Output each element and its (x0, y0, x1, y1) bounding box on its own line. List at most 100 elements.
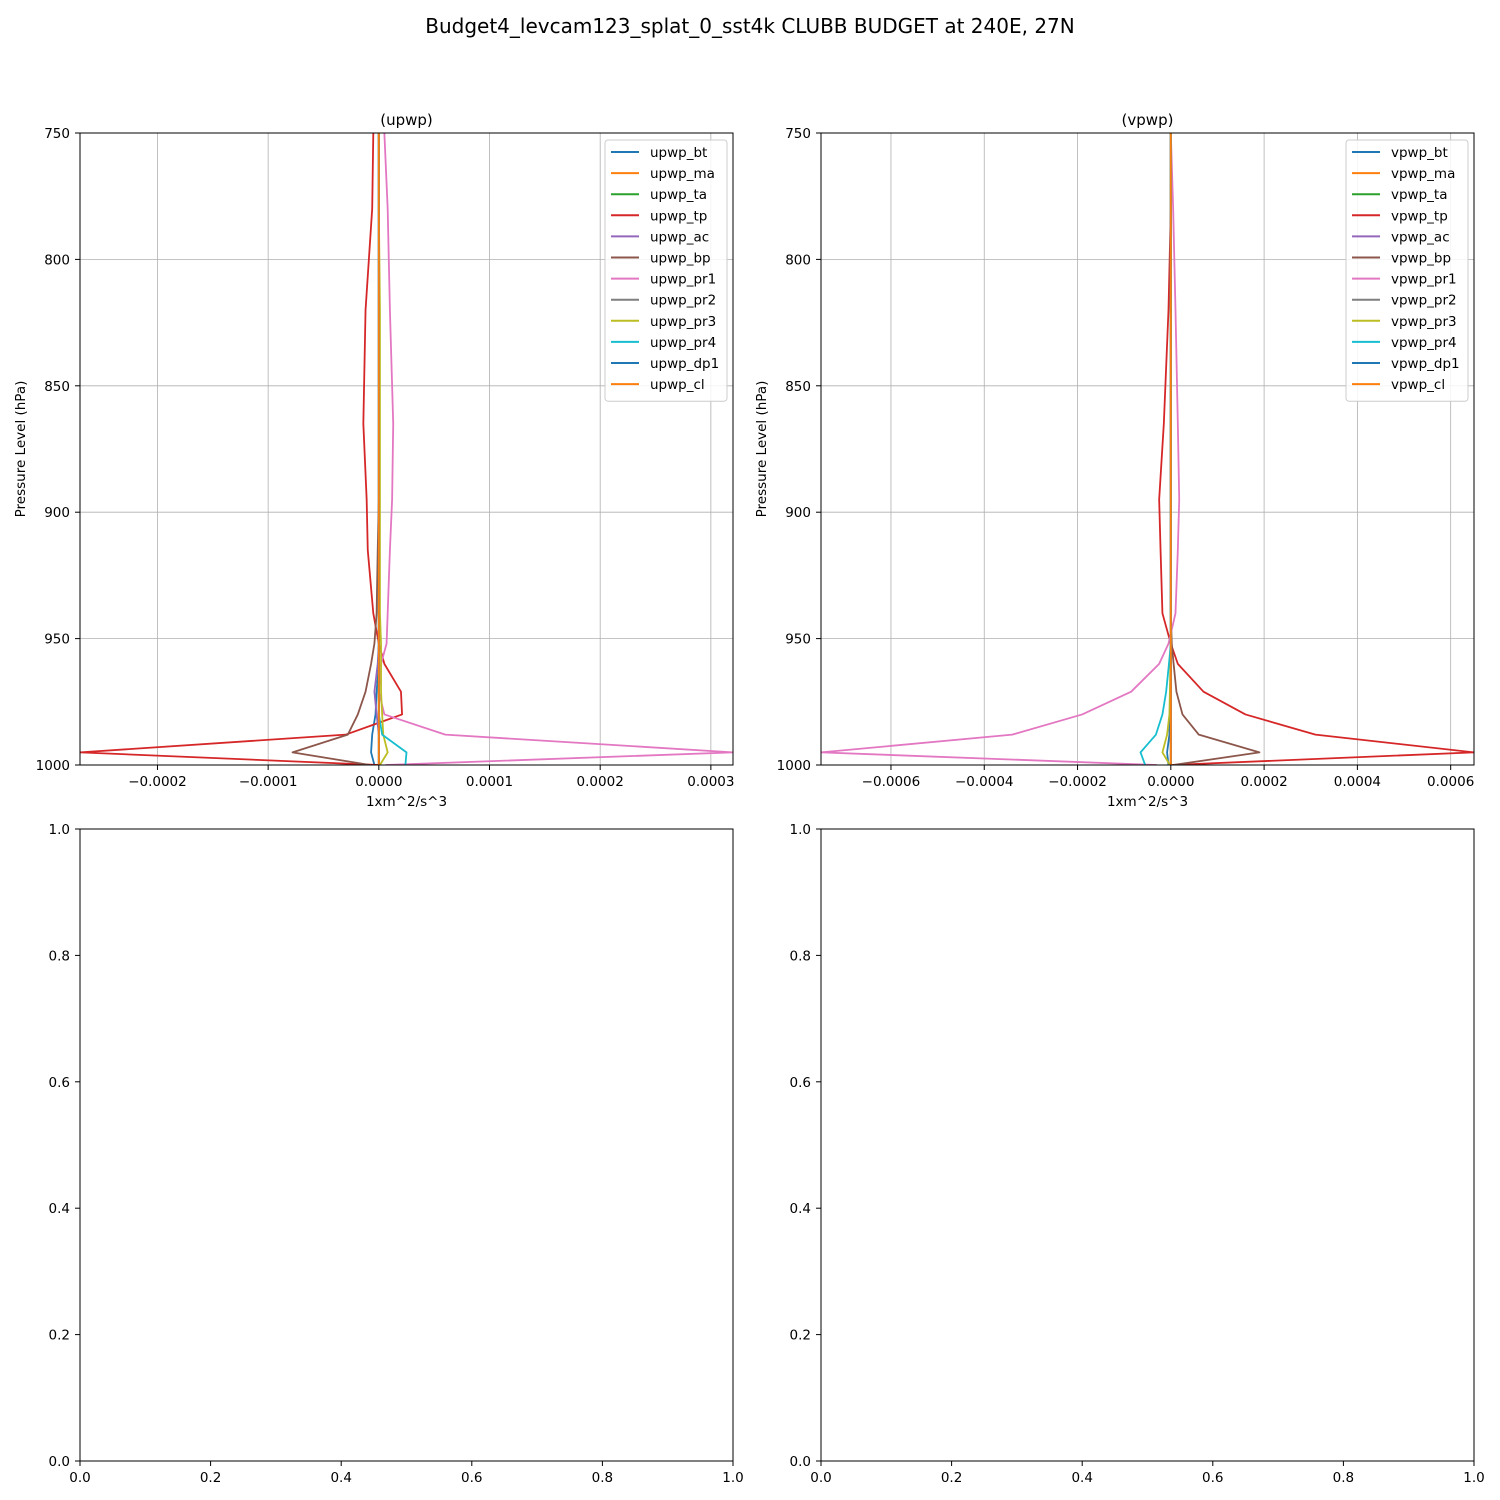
series-group (821, 133, 1474, 765)
series-line-vpwp_pr4 (1139, 133, 1172, 765)
y-tick-label: 950 (785, 632, 811, 648)
legend-label: upwp_ac (650, 229, 709, 245)
panel-3: 0.0 0.2 0.4 0.6 0.8 1.0 0.0 0.2 0.4 0.6 0.8 1.0 (49, 822, 744, 1486)
y-tick-label: 0.4 (790, 1201, 811, 1217)
y-tick-label: 850 (785, 379, 811, 395)
y-tick-label: 0.0 (49, 1454, 70, 1470)
x-tick-label: 1.0 (1463, 1470, 1484, 1486)
panel-2: −0.0006 −0.0004 −0.0002 0.0000 0.0002 0.0004 0… (754, 111, 1475, 810)
y-tick-label: 800 (44, 252, 70, 268)
y-tick-label: 0.0 (790, 1454, 811, 1470)
y-tick-label: 900 (785, 505, 811, 521)
x-tick-label: 0.2 (941, 1470, 962, 1486)
x-tick-label: 0.8 (1333, 1470, 1354, 1486)
legend-label: upwp_ta (650, 187, 707, 203)
y-tick-label: 950 (44, 632, 70, 648)
series-line-vpwp_tp (1158, 133, 1474, 765)
axes-frame (79, 132, 734, 766)
legend-label: vpwp_tp (1391, 208, 1448, 224)
legend-label: upwp_pr2 (650, 293, 716, 309)
x-tick-label: 0.0001 (466, 774, 513, 790)
panel-title: (vpwp) (1122, 111, 1174, 129)
y-tick-label: 750 (785, 126, 811, 142)
y-tick-label: 0.2 (790, 1328, 811, 1344)
legend-label: vpwp_bt (1391, 145, 1448, 161)
series-line-upwp_tp (80, 133, 403, 765)
panel-1: −0.0002 −0.0001 0.0000 0.0001 0.0002 0.0003 75… (13, 111, 734, 810)
y-tick-label: 0.8 (49, 948, 70, 964)
x-tick-label: 1.0 (722, 1470, 743, 1486)
y-tick-label: 1000 (777, 758, 811, 774)
legend-label: upwp_pr1 (650, 272, 716, 288)
x-axis-label: 1xm^2/s^3 (366, 794, 447, 810)
legend-label: vpwp_pr1 (1391, 272, 1457, 288)
series-group (80, 133, 733, 765)
x-tick-label: 0.8 (592, 1470, 613, 1486)
legend-box (604, 139, 728, 402)
legend-label: vpwp_cl (1391, 377, 1445, 393)
x-tick-label: 0.2 (200, 1470, 221, 1486)
x-tick-label: 0.0003 (687, 774, 734, 790)
legend-label: upwp_dp1 (650, 356, 719, 372)
x-tick-label: 0.6 (461, 1470, 482, 1486)
x-tick-label: −0.0001 (239, 774, 298, 790)
x-tick-label: −0.0002 (1048, 774, 1107, 790)
series-line-upwp_bp (291, 133, 380, 765)
legend-label: vpwp_ma (1391, 166, 1455, 182)
legend-label: vpwp_ac (1391, 229, 1450, 245)
legend-label: upwp_ma (650, 166, 715, 182)
y-tick-label: 1000 (36, 758, 70, 774)
axes-frame (820, 132, 1475, 766)
legend-label: upwp_pr4 (650, 335, 716, 351)
legend-label: vpwp_pr2 (1391, 293, 1457, 309)
legend-label: vpwp_pr4 (1391, 335, 1457, 351)
x-tick-label: 0.0002 (1240, 774, 1287, 790)
y-tick-label: 0.6 (49, 1075, 70, 1091)
x-tick-label: 0.0000 (1147, 774, 1194, 790)
y-tick-label: 0.6 (790, 1075, 811, 1091)
y-tick-label: 1.0 (49, 822, 70, 838)
x-axis-label: 1xm^2/s^3 (1107, 794, 1188, 810)
series-line-vpwp_pr1 (821, 133, 1181, 765)
legend: upwp_bt upwp_ma upwp_ta upwp_tp upwp_ac upwp_… (604, 139, 728, 402)
legend-box (1345, 139, 1469, 402)
y-tick-label: 900 (44, 505, 70, 521)
series-line-upwp_pr1 (377, 133, 733, 765)
axes-frame (79, 828, 734, 1462)
axes-frame (820, 828, 1475, 1462)
figure-title: Budget4_levcam123_splat_0_sst4k CLUBB BU… (425, 14, 1075, 38)
x-tick-label: 0.6 (1202, 1470, 1223, 1486)
legend-label: vpwp_pr3 (1391, 314, 1457, 330)
legend-label: upwp_cl (650, 377, 705, 393)
x-tick-label: 0.0006 (1427, 774, 1474, 790)
legend-label: upwp_bp (650, 251, 711, 267)
x-tick-label: 0.0 (69, 1470, 90, 1486)
y-tick-label: 0.4 (49, 1201, 70, 1217)
series-line-upwp_pr3 (377, 133, 389, 765)
x-tick-label: 0.0 (810, 1470, 831, 1486)
y-tick-label: 0.2 (49, 1328, 70, 1344)
legend-label: vpwp_dp1 (1391, 356, 1460, 372)
x-tick-label: 0.0004 (1334, 774, 1381, 790)
legend-label: vpwp_ta (1391, 187, 1448, 203)
x-tick-label: 0.4 (330, 1470, 351, 1486)
legend-label: upwp_bt (650, 145, 707, 161)
y-axis-label: Pressure Level (hPa) (13, 381, 29, 518)
x-tick-label: −0.0004 (955, 774, 1014, 790)
x-tick-label: 0.0000 (355, 774, 402, 790)
y-tick-label: 750 (44, 126, 70, 142)
legend-label: vpwp_bp (1391, 251, 1451, 267)
y-tick-label: 0.8 (790, 948, 811, 964)
y-tick-label: 1.0 (790, 822, 811, 838)
x-tick-label: −0.0006 (862, 774, 921, 790)
y-tick-label: 800 (785, 252, 811, 268)
legend-label: upwp_pr3 (650, 314, 716, 330)
x-tick-label: 0.4 (1071, 1470, 1092, 1486)
x-tick-label: −0.0002 (128, 774, 187, 790)
legend-label: upwp_tp (650, 208, 707, 224)
panel-title: (upwp) (380, 111, 433, 129)
panel-4: 0.0 0.2 0.4 0.6 0.8 1.0 0.0 0.2 0.4 0.6 0.8 1.0 (790, 822, 1485, 1486)
y-tick-label: 850 (44, 379, 70, 395)
y-axis-label: Pressure Level (hPa) (754, 381, 770, 518)
